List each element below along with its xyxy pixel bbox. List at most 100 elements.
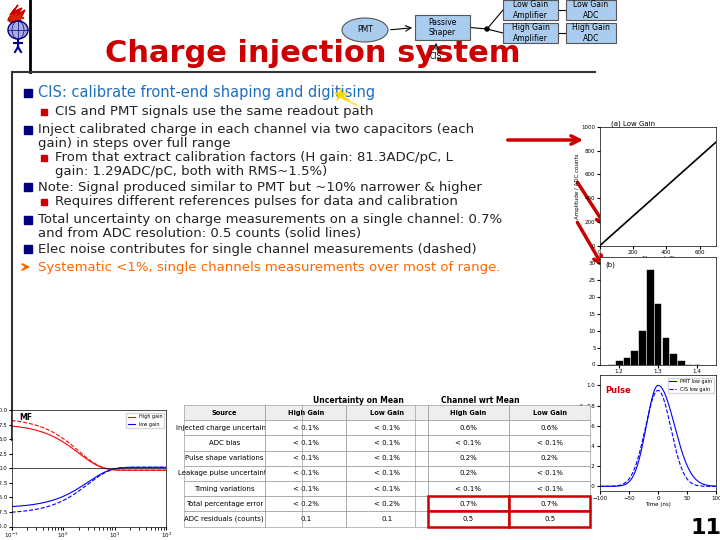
low gain <box>162 464 171 470</box>
X-axis label: Calibration Factor (counts / pC): Calibration Factor (counts / pC) <box>616 375 701 380</box>
low gain <box>8 503 17 510</box>
Bar <box>631 351 638 364</box>
Bar <box>24 183 32 191</box>
Text: and from ADC resolution: 0.5 counts (solid lines): and from ADC resolution: 0.5 counts (sol… <box>38 226 361 240</box>
Text: Channel wrt Mean: Channel wrt Mean <box>441 396 520 405</box>
Bar <box>639 330 646 365</box>
Text: Total uncertainty on charge measurements on a single channel: 0.7%: Total uncertainty on charge measurements… <box>38 213 502 226</box>
Bar <box>24 89 32 97</box>
CIS low gain <box>709 483 718 490</box>
High gain <box>158 467 166 474</box>
low gain <box>102 468 111 475</box>
Y-axis label: Normalised amplitude: Normalised amplitude <box>580 403 585 464</box>
Text: Pulse: Pulse <box>606 386 631 395</box>
Text: High Gain
ADC: High Gain ADC <box>572 23 610 43</box>
PMT low gain <box>654 382 662 389</box>
Ellipse shape <box>342 18 388 42</box>
Text: Inject calibrated charge in each channel via two capacitors (each: Inject calibrated charge in each channel… <box>38 124 474 137</box>
Line: low gain: low gain <box>12 467 166 507</box>
Bar <box>670 354 677 364</box>
Polygon shape <box>8 5 25 25</box>
low gain <box>7 503 16 510</box>
High gain <box>148 467 156 474</box>
Bar <box>41 155 47 161</box>
CIS low gain <box>595 483 604 490</box>
PMT low gain <box>595 483 604 490</box>
High gain <box>8 423 17 429</box>
PMT low gain <box>652 384 660 390</box>
High gain <box>162 467 171 474</box>
Text: MF: MF <box>19 413 32 422</box>
PMT low gain <box>651 385 660 392</box>
FancyBboxPatch shape <box>503 23 558 43</box>
High gain <box>99 464 107 471</box>
low gain <box>99 469 108 476</box>
Bar <box>41 109 47 115</box>
Bar <box>616 361 623 365</box>
Text: CIS: CIS <box>430 52 442 61</box>
Text: High Gain
Amplifier: High Gain Amplifier <box>512 23 549 43</box>
Text: gain) in steps over full range: gain) in steps over full range <box>38 137 230 150</box>
Text: Low Gain
ADC: Low Gain ADC <box>573 1 608 19</box>
Bar <box>647 270 654 364</box>
Y-axis label: Amplitude / ADC counts: Amplitude / ADC counts <box>575 153 580 219</box>
Bar <box>624 357 630 364</box>
High gain <box>102 465 111 472</box>
CIS low gain <box>651 390 660 396</box>
Bar <box>41 199 47 205</box>
Line: High gain: High gain <box>12 426 166 470</box>
Text: Passive
Shaper: Passive Shaper <box>428 18 456 37</box>
Text: Uncertainty on Mean: Uncertainty on Mean <box>313 396 404 405</box>
FancyBboxPatch shape <box>566 23 616 43</box>
Bar <box>678 361 685 365</box>
High gain <box>99 465 108 471</box>
FancyBboxPatch shape <box>503 0 558 20</box>
Text: Elec noise contributes for single channel measurements (dashed): Elec noise contributes for single channe… <box>38 242 477 255</box>
PMT low gain <box>709 483 718 489</box>
Text: gain: 1.29ADC/pC, both with RMS~1.5%): gain: 1.29ADC/pC, both with RMS~1.5%) <box>55 165 328 178</box>
CIS low gain <box>654 387 662 394</box>
PMT low gain <box>712 483 720 489</box>
Text: (b): (b) <box>606 262 616 268</box>
High gain <box>7 423 16 429</box>
Text: Requires different references pulses for data and calibration: Requires different references pulses for… <box>55 195 458 208</box>
Legend: PMT low gain, CIS low gain: PMT low gain, CIS low gain <box>667 378 714 393</box>
PMT low gain <box>665 404 674 410</box>
X-axis label: Charge (pC): Charge (pC) <box>642 256 675 261</box>
Bar <box>654 303 662 364</box>
Text: Low Gain
Amplifier: Low Gain Amplifier <box>513 1 548 19</box>
Bar <box>24 216 32 224</box>
Text: ★: ★ <box>331 85 348 105</box>
PMT low gain <box>691 476 700 482</box>
CIS low gain <box>712 483 720 490</box>
Bar <box>24 245 32 253</box>
Ellipse shape <box>8 21 28 39</box>
Text: CIS and PMT signals use the same readout path: CIS and PMT signals use the same readout… <box>55 105 374 118</box>
X-axis label: Time (ns): Time (ns) <box>645 502 671 507</box>
CIS low gain <box>659 394 667 401</box>
Text: (a) Low Gain: (a) Low Gain <box>611 120 655 127</box>
Text: Systematic <1%, single channels measurements over most of range.: Systematic <1%, single channels measurem… <box>38 260 500 273</box>
FancyBboxPatch shape <box>415 15 470 40</box>
Bar <box>662 338 669 364</box>
Line: CIS low gain: CIS low gain <box>600 390 716 487</box>
low gain <box>138 464 146 470</box>
low gain <box>148 464 156 470</box>
low gain <box>99 470 107 476</box>
Text: From that extract calibration factors (H gain: 81.3ADC/pC, L: From that extract calibration factors (H… <box>55 152 453 165</box>
Text: PMT: PMT <box>357 25 373 35</box>
PMT low gain <box>659 387 667 393</box>
Bar <box>24 126 32 134</box>
Text: Charge injection system: Charge injection system <box>105 38 521 68</box>
Circle shape <box>485 27 489 31</box>
Text: 11: 11 <box>690 518 720 538</box>
Text: CIS: calibrate front-end shaping and digitising: CIS: calibrate front-end shaping and dig… <box>38 85 375 100</box>
FancyBboxPatch shape <box>566 0 616 20</box>
Legend: High gain, low gain: High gain, low gain <box>126 413 164 428</box>
CIS low gain <box>652 389 660 395</box>
High gain <box>138 467 146 474</box>
CIS low gain <box>691 482 700 488</box>
Line: PMT low gain: PMT low gain <box>600 386 716 487</box>
Text: Note: Signal produced similar to PMT but ~10% narrower & higher: Note: Signal produced similar to PMT but… <box>38 180 482 193</box>
CIS low gain <box>665 418 674 424</box>
